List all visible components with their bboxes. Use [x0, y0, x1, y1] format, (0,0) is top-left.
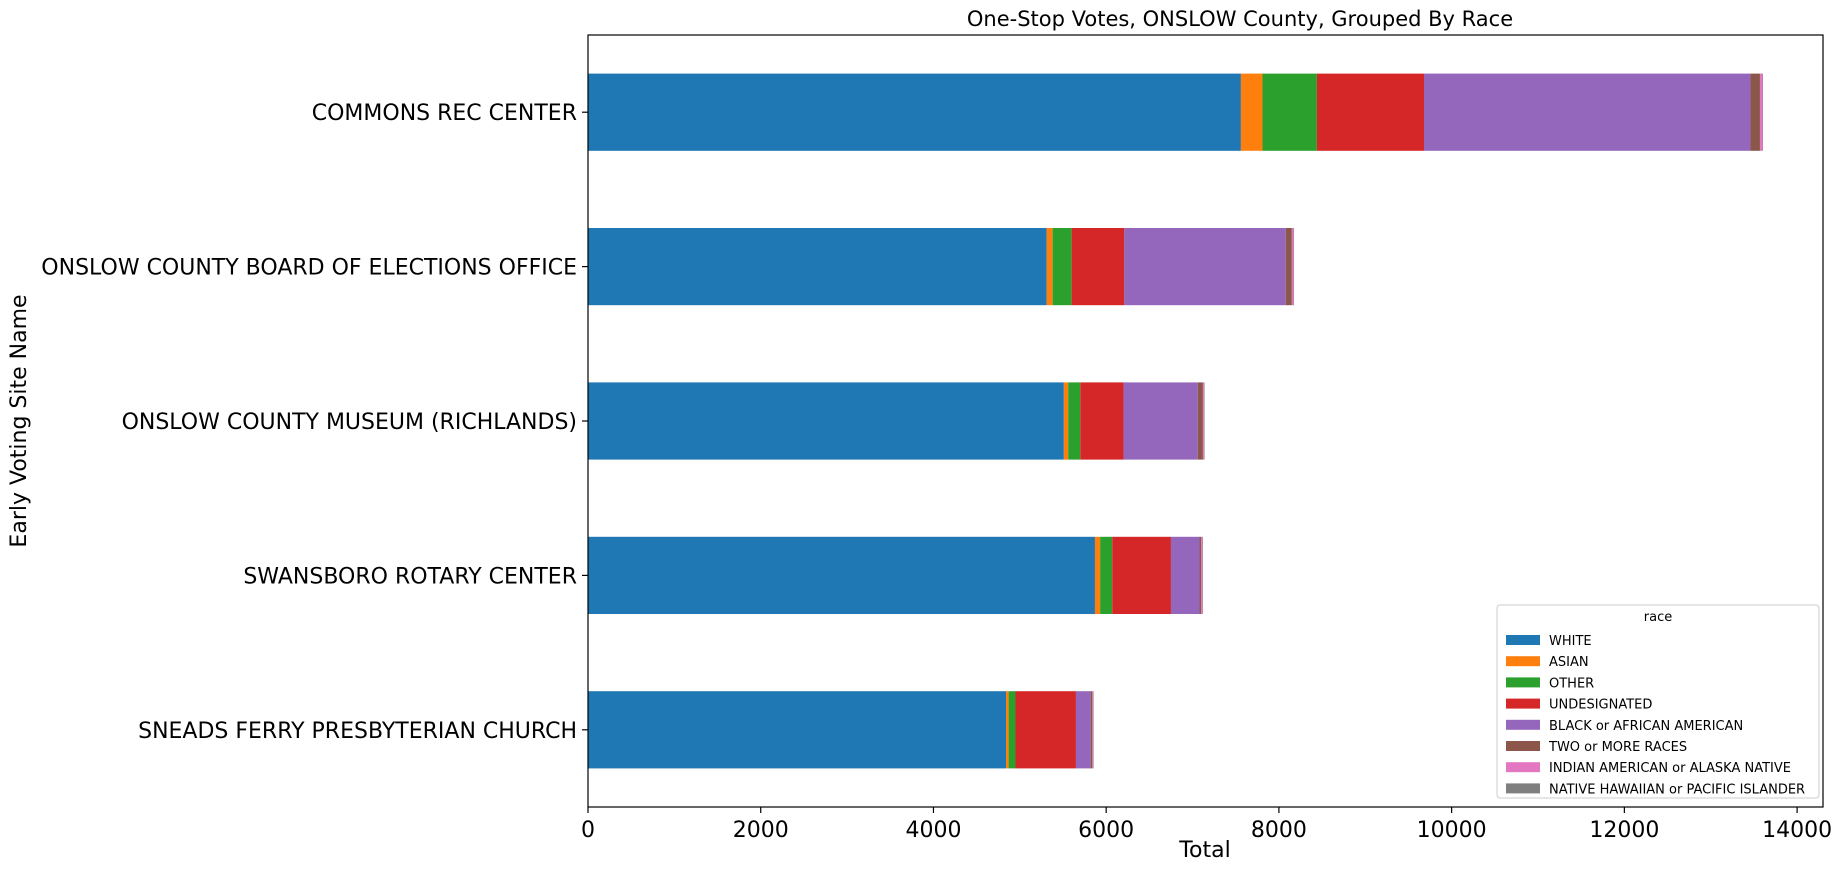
bar-segment-3-4 — [1080, 382, 1124, 460]
y-tick-label: SWANSBORO ROTARY CENTER — [243, 564, 577, 589]
legend-swatch — [1506, 698, 1540, 709]
legend-label: ASIAN — [1549, 655, 1589, 670]
bars-group — [588, 73, 1763, 769]
x-tick-label: 0 — [581, 818, 595, 843]
bar-segment-1-6 — [1750, 73, 1760, 151]
legend-label: WHITE — [1549, 634, 1592, 649]
bar-segment-4-3 — [1100, 536, 1113, 614]
x-tick-label: 14000 — [1762, 818, 1832, 843]
x-axis-label: Total — [1178, 838, 1230, 863]
bar-segment-2-6 — [1285, 228, 1292, 306]
x-tick-label: 4000 — [905, 818, 961, 843]
bar-segment-5-7 — [1092, 691, 1094, 769]
legend-swatch — [1506, 762, 1540, 773]
bar-segment-4-7 — [1201, 536, 1203, 614]
legend-items: WHITE ASIAN OTHER UNDESIGNATED BLACK or AFRI… — [1506, 634, 1805, 797]
bar-segment-2-5 — [1124, 228, 1286, 306]
legend-label: TWO or MORE RACES — [1548, 740, 1687, 755]
legend-swatch — [1506, 719, 1540, 730]
bar-segment-5-2 — [1006, 691, 1009, 769]
bar-segment-4-2 — [1094, 536, 1101, 614]
y-tick-label: ONSLOW COUNTY MUSEUM (RICHLANDS) — [122, 410, 577, 435]
legend-title: race — [1644, 610, 1672, 625]
bar-segment-2-3 — [1052, 228, 1072, 306]
x-ticks: 0 2000 4000 6000 8000 10000 12000 14000 — [581, 807, 1832, 843]
bar-segment-4-1 — [588, 536, 1095, 614]
bar-segment-2-2 — [1046, 228, 1053, 306]
y-tick-label: ONSLOW COUNTY BOARD OF ELECTIONS OFFICE — [41, 256, 577, 281]
legend-frame — [1496, 604, 1820, 799]
bar-segment-3-6 — [1197, 382, 1203, 460]
bar-segment-5-5 — [1075, 691, 1091, 769]
legend-label: OTHER — [1549, 676, 1594, 691]
bar-segment-3-1 — [588, 382, 1064, 460]
legend-swatch — [1506, 677, 1540, 688]
legend-label: NATIVE HAWAIIAN or PACIFIC ISLANDER — [1549, 782, 1805, 797]
bar-segment-5-4 — [1015, 691, 1076, 769]
legend-label: INDIAN AMERICAN or ALASKA NATIVE — [1549, 761, 1791, 776]
y-tick-label: SNEADS FERRY PRESBYTERIAN CHURCH — [138, 719, 577, 744]
bar-segment-2-1 — [588, 228, 1047, 306]
bar-segment-1-2 — [1240, 73, 1263, 151]
legend-label: BLACK or AFRICAN AMERICAN — [1549, 719, 1743, 734]
bar-segment-3-2 — [1063, 382, 1069, 460]
bar-segment-1-5 — [1424, 73, 1751, 151]
x-tick-label: 12000 — [1589, 818, 1659, 843]
bar-segment-5-6 — [1090, 691, 1093, 769]
x-tick-label: 10000 — [1417, 818, 1487, 843]
bar-segment-1-4 — [1316, 73, 1424, 151]
bar-segment-2-4 — [1071, 228, 1125, 306]
legend-swatch — [1506, 783, 1540, 794]
legend: race WHITE ASIAN OTHER UNDESIGNATED BLACK or… — [1496, 604, 1820, 799]
x-tick-label: 2000 — [733, 818, 789, 843]
bar-segment-5-1 — [588, 691, 1006, 769]
y-tick-label: COMMONS REC CENTER — [312, 101, 577, 126]
x-tick-label: 6000 — [1078, 818, 1134, 843]
legend-label: UNDESIGNATED — [1549, 698, 1652, 713]
bar-segment-4-5 — [1170, 536, 1200, 614]
x-tick-label: 8000 — [1251, 818, 1307, 843]
legend-swatch — [1506, 741, 1540, 751]
legend-swatch — [1506, 635, 1540, 645]
y-axis-label: Early Voting Site Name — [7, 294, 32, 547]
bar-segment-4-6 — [1199, 536, 1202, 614]
bar-segment-4-4 — [1112, 536, 1171, 614]
bar-segment-3-5 — [1123, 382, 1198, 460]
bar-segment-5-3 — [1008, 691, 1016, 769]
legend-swatch — [1506, 656, 1540, 667]
bar-segment-2-7 — [1291, 228, 1294, 306]
bar-segment-3-7 — [1202, 382, 1205, 460]
bar-segment-1-3 — [1262, 73, 1317, 151]
bar-segment-3-3 — [1068, 382, 1081, 460]
bar-segment-1-1 — [588, 73, 1241, 151]
y-ticks: COMMONS REC CENTER ONSLOW COUNTY BOARD OF… — [41, 101, 588, 744]
bar-segment-1-7 — [1759, 73, 1763, 151]
chart-title: One-Stop Votes, ONSLOW County, Grouped B… — [967, 7, 1513, 31]
plot-frame — [587, 34, 1824, 808]
